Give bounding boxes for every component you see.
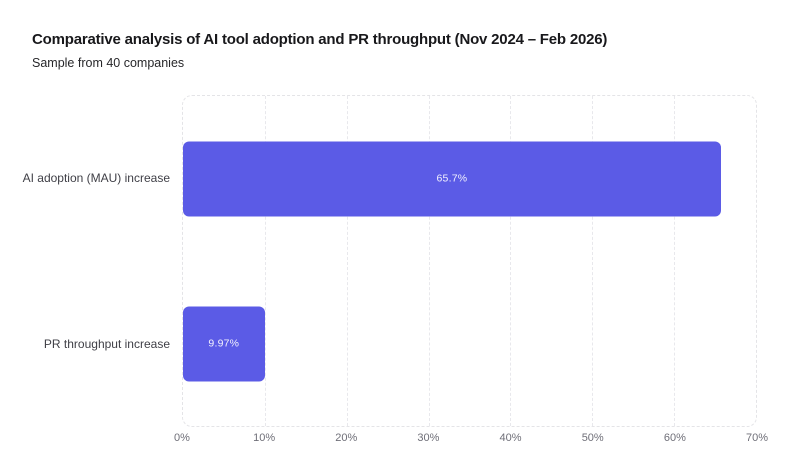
bar-1: 65.7%	[183, 141, 721, 216]
x-tick-label: 30%	[417, 432, 440, 444]
bar-value-label: 9.97%	[208, 337, 240, 350]
x-tick-label: 40%	[499, 432, 522, 444]
vertical-gridline	[510, 96, 512, 426]
x-tick-label: 50%	[581, 432, 604, 444]
x-tick-label: 70%	[745, 432, 769, 444]
vertical-gridline	[674, 96, 676, 426]
category-label: PR throughput increase	[43, 337, 170, 351]
y-axis-category-labels: AI adoption (MAU) increase PR throughput …	[0, 95, 170, 427]
x-tick-label: 60%	[663, 432, 686, 444]
vertical-gridline	[428, 96, 430, 426]
vertical-gridline	[592, 96, 594, 426]
x-tick-label: 10%	[253, 432, 276, 444]
x-tick-label: 0%	[174, 432, 190, 444]
chart-subtitle: Sample from 40 companies	[32, 56, 185, 70]
bar-band: 9.97%	[183, 261, 756, 426]
plot-area: 65.7% 9.97%	[182, 95, 757, 427]
chart-header: Comparative analysis of AI tool adoption…	[32, 30, 768, 71]
x-tick-label: 20%	[335, 432, 358, 444]
chart-title: Comparative analysis of AI tool adoption…	[32, 31, 608, 48]
vertical-gridline	[264, 96, 266, 426]
bar-value-label: 65.7%	[436, 172, 468, 185]
bar-2: 9.97%	[183, 306, 265, 381]
category-label: AI adoption (MAU) increase	[22, 171, 170, 185]
vertical-gridline	[346, 96, 348, 426]
x-axis: 0% 10% 20% 30% 40% 50% 60% 70%	[174, 428, 768, 448]
bar-band: 65.7%	[183, 96, 756, 261]
